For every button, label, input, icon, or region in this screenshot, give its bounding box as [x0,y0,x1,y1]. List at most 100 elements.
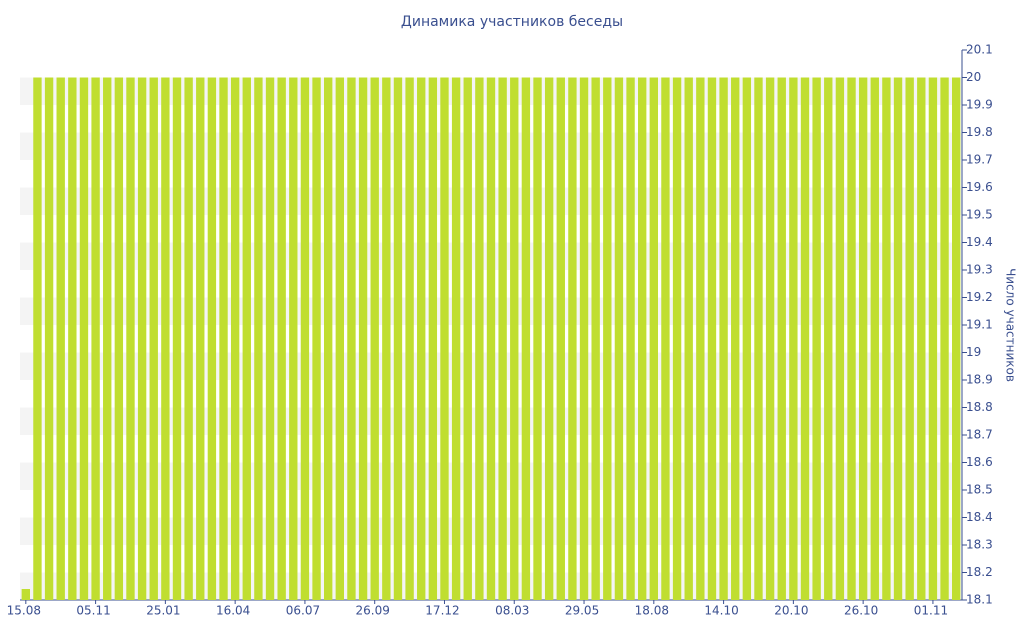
y-tick-label: 19.9 [966,98,993,112]
x-tick-label: 14.10 [704,604,738,618]
x-tick-label: 26.10 [844,604,878,618]
y-tick-label: 19.5 [966,208,993,222]
bar [451,77,461,600]
y-tick-label: 18.4 [966,510,993,524]
bar [800,77,810,600]
bar [637,77,647,600]
bar [893,77,903,600]
x-tick-label: 25.01 [146,604,180,618]
bar [951,77,961,600]
x-tick-label: 15.08 [7,604,41,618]
y-tick-label: 18.3 [966,538,993,552]
x-tick-label: 17.12 [425,604,459,618]
bar [533,77,542,600]
bar [824,77,833,600]
bar [323,77,333,600]
y-tick-label: 18.5 [966,483,993,497]
bar [370,77,379,600]
bar [56,77,65,600]
y-tick-label: 20.1 [966,43,993,57]
bar [230,77,240,600]
bar [498,77,507,600]
bar [393,77,403,600]
bar [114,77,124,600]
bar [614,77,624,600]
bar [858,77,868,600]
bar [463,77,472,600]
y-tick-label: 19.2 [966,290,993,304]
y-tick-label: 19.7 [966,153,993,167]
bar [475,77,484,600]
bar [707,77,717,600]
bar [161,77,170,600]
bar [417,77,426,600]
bar [172,77,182,600]
bar [79,77,89,600]
bar [347,77,356,600]
x-tick-label: 29.05 [565,604,599,618]
bar [428,77,438,600]
bar [777,77,786,600]
y-tick-label: 18.8 [966,400,993,414]
bar [382,77,391,600]
x-tick-label: 20.10 [774,604,808,618]
bar [265,77,275,600]
bar [33,77,42,600]
bar [521,77,531,600]
bar [486,77,496,600]
bar [68,77,77,600]
bar [207,77,217,600]
y-tick-label: 19 [966,345,981,359]
bar [21,589,31,600]
bar [277,77,286,600]
bar [626,77,635,600]
y-tick-label: 18.7 [966,428,993,442]
bar [510,77,519,600]
x-tick-label: 08.03 [495,604,529,618]
bar [789,77,798,600]
bar [649,77,659,600]
y-tick-label: 18.6 [966,455,993,469]
bar [219,77,228,600]
bar [358,77,368,600]
bar [847,77,856,600]
bar [44,77,54,600]
bar [184,77,193,600]
bar [440,77,449,600]
bar [696,77,705,600]
bar [684,77,693,600]
x-tick-label: 16.04 [216,604,250,618]
bar [300,77,310,600]
y-tick-label: 19.8 [966,125,993,139]
x-tick-label: 01.11 [914,604,948,618]
y-tick-label: 20 [966,70,981,84]
bar [149,77,158,600]
bar [196,77,205,600]
bar [289,77,298,600]
bar [672,77,682,600]
bar [544,77,554,600]
bar [765,77,775,600]
bar [568,77,577,600]
x-tick-label: 18.08 [635,604,669,618]
bar [905,77,914,600]
bar [137,77,147,600]
bar [126,77,135,600]
bar [882,77,891,600]
bar [661,77,670,600]
bar [940,77,949,600]
x-tick-label: 05.11 [76,604,110,618]
y-tick-label: 18.9 [966,373,993,387]
bar [335,77,345,600]
bar [928,77,938,600]
bar [556,77,565,600]
bar [754,77,763,600]
x-tick-label: 06.07 [286,604,320,618]
bar [870,77,879,600]
y-axis-label: Число участников [1004,268,1018,382]
y-tick-label: 18.2 [966,565,993,579]
y-tick-label: 19.6 [966,180,993,194]
bar [242,77,251,600]
bar [603,77,612,600]
bar [405,77,414,600]
